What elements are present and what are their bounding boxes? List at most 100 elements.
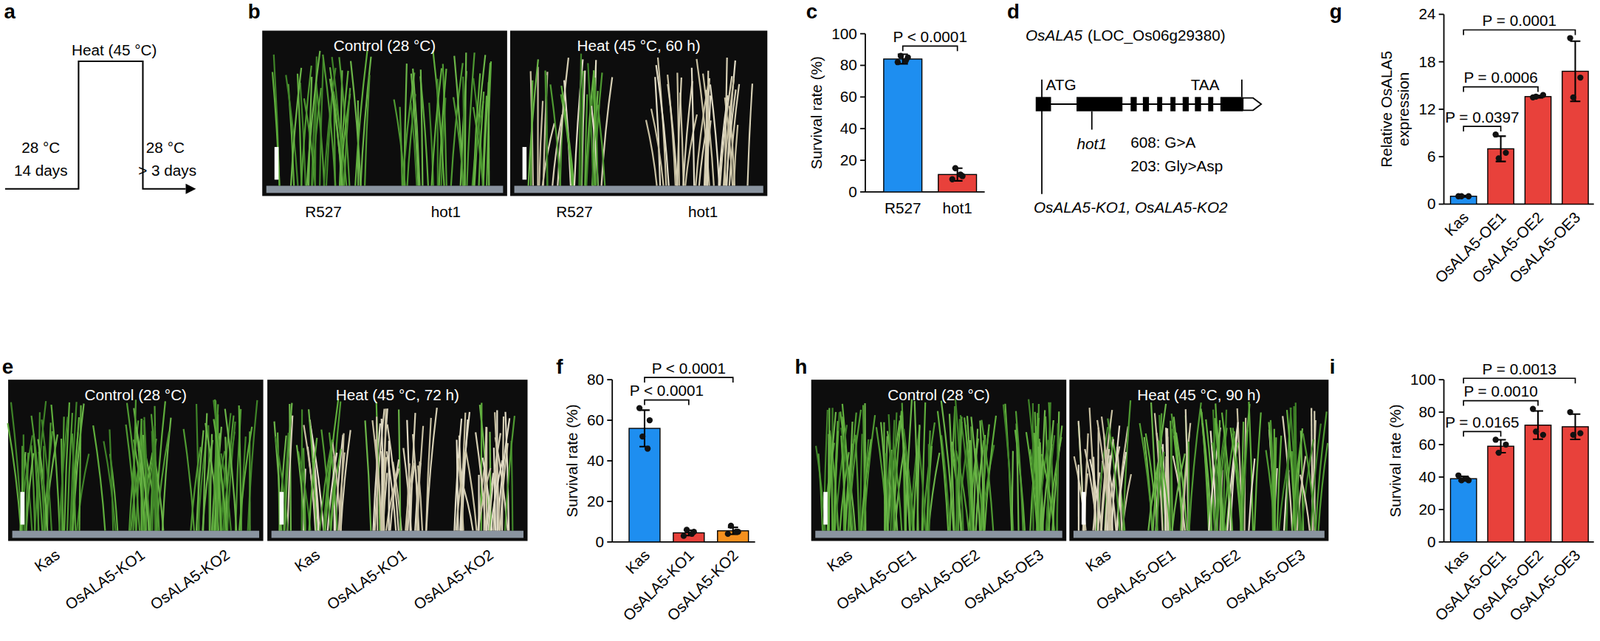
panel-letter: d [1007,0,1020,23]
plant-leaf [863,414,875,531]
plant-leaf [76,453,89,531]
plant-leaf [587,62,593,186]
photo-background [262,31,508,197]
y-tick-label: 80 [586,370,604,388]
plant-leaf [695,81,709,186]
photo-title: Heat (45 °C, 90 h) [1137,386,1261,404]
scale-bar [274,146,280,180]
plant-leaf [1248,458,1255,531]
heat-label: Heat (45 °C) [71,41,157,59]
y-tick [1439,61,1445,63]
plant-leaf [1230,427,1242,531]
plant-leaf [1103,433,1109,531]
significance-bracket [1463,400,1538,407]
y-axis-title-line: Survival rate (%) [563,403,581,517]
plant-leaf [360,56,371,187]
plant-leaf [1034,432,1039,531]
y-tick [1439,541,1445,543]
data-point [1577,430,1584,437]
y-tick [1439,13,1445,15]
scale-bar [279,491,285,525]
plant-leaf [880,422,888,531]
x-tick-label: hot1 [942,199,973,217]
stop-line [1241,79,1243,97]
plant-leaf [213,419,226,531]
plant-leaf [538,101,543,187]
photo-label: hot1 [431,203,461,221]
plant-leaf [420,69,424,186]
plant-leaf [1200,408,1210,531]
error-bar [1495,135,1507,161]
plant-leaf [601,77,613,187]
plant-leaf [828,407,831,531]
plant-leaf [1152,403,1166,531]
plant-leaf [332,441,341,531]
plant-leaf [981,420,994,531]
plant-leaf [26,453,34,531]
plant-leaf [209,434,212,531]
plant-leaf [705,90,709,187]
plant-leaf [1300,474,1310,531]
plant-leaf [726,89,737,186]
y-tick [606,419,613,421]
data-point [639,433,646,440]
x-tick-label: R527 [884,199,922,217]
plant-leaf [1286,409,1296,531]
plant-leaf [400,107,403,187]
y-axis [864,33,867,192]
photo-label: Kas [823,545,856,575]
utr [1242,98,1262,111]
y-axis-title: Survival rate (%) [563,403,581,517]
data-point [728,522,734,529]
plant-leaf [830,438,833,531]
photo-title: Heat (45 °C, 60 h) [577,36,701,54]
plant-leaf [488,432,500,531]
y-tick [1439,411,1445,413]
y-tick [860,33,866,35]
y-tick [1439,476,1445,478]
plant-leaf [493,447,496,531]
plant-leaf [656,64,669,186]
plant-leaf [330,79,343,187]
data-point [725,530,731,537]
y-tick-label: 60 [840,87,858,105]
plant-leaf [272,71,280,186]
y-axis-title-line: Survival rate (%) [807,56,825,170]
plant-leaf [890,420,895,531]
panel-letter: a [4,0,17,23]
photo-label: Kas [31,545,63,575]
plant-leaf [459,411,470,531]
photo: Heat (45 °C, 90 h) [1069,379,1329,541]
plant-leaf [723,79,734,187]
y-axis-title: Survival rate (%) [1386,403,1404,517]
y-tick-label: 80 [1418,403,1436,421]
p-value: P = 0.0397 [1444,108,1519,126]
data-point [1529,406,1536,412]
y-tick [1439,443,1445,446]
data-point [1532,93,1539,100]
plant-leaf [301,65,312,187]
mutation-label: 608: G>A [1130,133,1196,151]
plant-leaf [1100,409,1113,531]
p-value: P = 0.0013 [1482,360,1557,378]
y-tick-label: 0 [848,183,858,201]
plant-leaf [1254,412,1262,531]
significance-bracket [644,400,689,406]
plant-leaf [546,75,548,187]
plant-leaf [1282,415,1293,531]
plant-leaf [970,416,980,531]
exon [1035,96,1052,111]
p-value: P = 0.0165 [1444,413,1519,431]
plant-leaf [72,417,80,531]
plant-leaf [11,402,23,531]
y-tick [606,541,613,543]
plant-leaf [411,73,419,187]
plant-leaf [733,124,738,187]
p-value: P = 0.0010 [1463,382,1538,400]
plant-leaf [1057,423,1059,531]
plant-leaf [388,440,390,531]
plant-leaf [710,84,720,186]
plant-leaf [835,424,847,531]
plant-leaf [1077,464,1080,531]
plant-leaf [364,74,370,186]
